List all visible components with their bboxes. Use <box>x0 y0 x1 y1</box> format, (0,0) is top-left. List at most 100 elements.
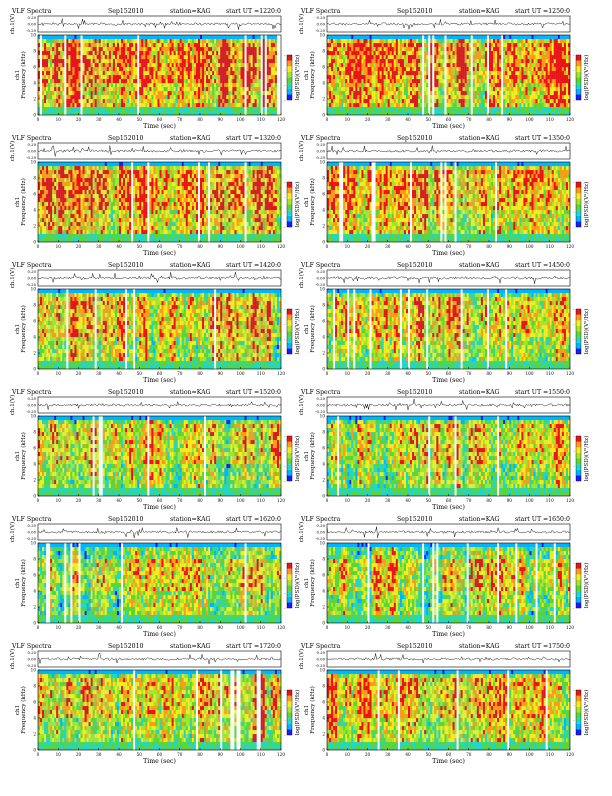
spectrogram-cell <box>192 95 194 99</box>
spectrogram-cell <box>368 67 370 71</box>
spectrogram-cell <box>133 107 135 111</box>
spectrogram-cell <box>79 67 81 71</box>
spectrogram-cell <box>241 43 243 47</box>
spectrogram-cell <box>412 71 414 75</box>
spectrogram-cell <box>99 103 101 107</box>
spectrogram-cell <box>123 95 125 99</box>
spectrogram-cell <box>174 103 176 107</box>
spectrogram-cell <box>374 63 376 67</box>
spectrogram-cell <box>251 75 253 79</box>
spectrogram-cell <box>145 39 147 43</box>
spectrogram-cell <box>54 95 56 99</box>
spectrogram-cell <box>224 47 226 51</box>
spectrogram-cell <box>349 91 351 95</box>
spectrogram-cell <box>149 83 151 87</box>
spectrogram-cell <box>62 43 64 47</box>
spectrogram-cell <box>430 35 432 39</box>
spectrogram-cell <box>131 43 133 47</box>
spectrogram-cell <box>190 55 192 59</box>
spectrogram-cell <box>66 95 68 99</box>
spectrogram-cell <box>105 99 107 103</box>
spectrogram-cell <box>168 71 170 75</box>
spectrogram-cell <box>232 43 234 47</box>
spectrogram-cell <box>343 55 345 59</box>
spectrogram-cell <box>119 83 121 87</box>
spectrogram-cell <box>347 51 349 55</box>
spectrogram-cell <box>457 71 459 75</box>
spectrogram-cell <box>101 39 103 43</box>
spectrogram-cell <box>232 71 234 75</box>
spectrogram-cell <box>406 39 408 43</box>
spectrogram-cell <box>275 95 277 99</box>
spectrogram-cell <box>202 103 204 107</box>
spectrogram-cell <box>151 99 153 103</box>
spectrogram-cell <box>228 43 230 47</box>
spectrogram-cell <box>72 55 74 59</box>
spectrogram-cell <box>60 51 62 55</box>
spectrogram-cell <box>267 75 269 79</box>
spectrogram-cell <box>129 95 131 99</box>
spectrogram-cell <box>398 71 400 75</box>
spectrogram-cell <box>198 35 200 39</box>
spectrogram-cell <box>345 103 347 107</box>
spectrogram-cell <box>151 55 153 59</box>
spectrogram-cell <box>38 107 40 111</box>
spectrogram-cell <box>392 107 394 111</box>
spectrogram-cell <box>365 59 367 63</box>
spectrogram-cell <box>99 63 101 67</box>
spectrogram-cell <box>145 75 147 79</box>
spectrogram-cell <box>127 39 129 43</box>
spectrogram-cell <box>188 43 190 47</box>
spectrogram-cell <box>361 71 363 75</box>
spectrogram-cell <box>38 87 40 91</box>
spectrogram-cell <box>343 51 345 55</box>
spectrogram-cell <box>408 59 410 63</box>
spectrogram-cell <box>396 95 398 99</box>
spectrogram-cell <box>247 67 249 71</box>
spectrogram-gap <box>40 35 42 115</box>
y-axis-label: Frequency (kHz) <box>20 51 27 99</box>
spectrogram-cell <box>365 95 367 99</box>
spectrogram-cell <box>178 111 180 115</box>
spectrogram-cell <box>247 95 249 99</box>
spectrogram-cell <box>455 43 457 47</box>
spectrogram-cell <box>220 51 222 55</box>
spectrogram-cell <box>386 43 388 47</box>
spectrogram-cell <box>151 79 153 83</box>
spectrogram-cell <box>164 87 166 91</box>
spectrogram-cell <box>230 59 232 63</box>
spectrogram-cell <box>192 107 194 111</box>
spectrogram-cell <box>461 99 463 103</box>
spectrogram-cell <box>327 59 329 63</box>
spectrogram-cell <box>243 59 245 63</box>
panel-station: station=KAG <box>459 8 500 15</box>
spectrogram-cell <box>149 51 151 55</box>
spectrogram-cell <box>70 107 72 111</box>
spectrogram-cell <box>176 39 178 43</box>
spectrogram-cell <box>119 91 121 95</box>
spectrogram-cell <box>127 67 129 71</box>
spectrogram-cell <box>372 67 374 71</box>
spectrogram-cell <box>410 63 412 67</box>
spectrogram-cell <box>99 47 101 51</box>
spectrogram-cell <box>438 51 440 55</box>
spectrogram-cell <box>72 75 74 79</box>
spectrogram-cell <box>200 43 202 47</box>
spectrogram-cell <box>267 79 269 83</box>
spectrogram-cell <box>434 87 436 91</box>
spectrogram-cell <box>93 75 95 79</box>
spectrogram-cell <box>390 75 392 79</box>
spectrogram-cell <box>115 67 117 71</box>
spectrogram-cell <box>157 95 159 99</box>
spectrogram-cell <box>153 79 155 83</box>
spectrogram-cell <box>438 99 440 103</box>
spectrogram-cell <box>210 107 212 111</box>
spectrogram-cell <box>453 99 455 103</box>
spectrogram-cell <box>424 79 426 83</box>
spectrogram-cell <box>461 111 463 115</box>
spectrogram-cell <box>174 55 176 59</box>
spectrogram-cell <box>263 43 265 47</box>
spectrogram-cell <box>241 55 243 59</box>
spectrogram-cell <box>459 35 461 39</box>
spectrogram-cell <box>76 47 78 51</box>
